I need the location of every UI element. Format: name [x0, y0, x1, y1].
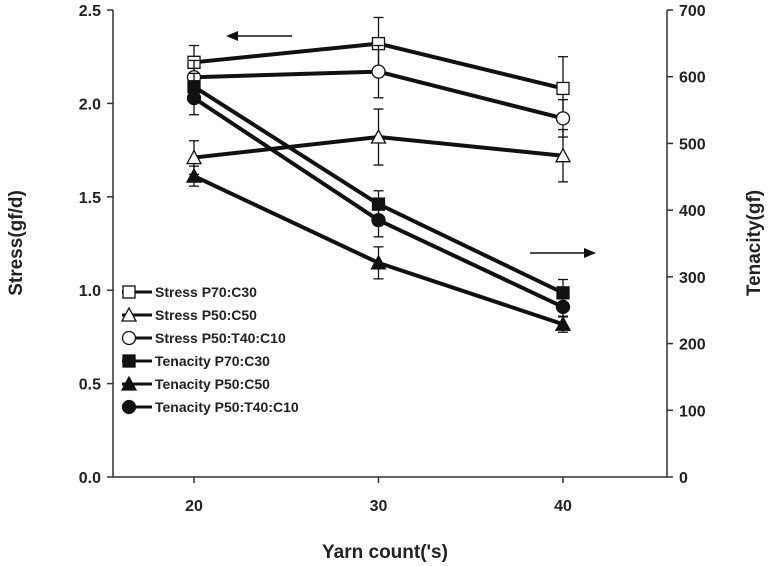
legend-item: Stress P50:T40:C10 [121, 330, 286, 346]
legend-marker [120, 375, 138, 391]
data-point [555, 111, 571, 126]
y2-tick-label: 400 [679, 203, 706, 220]
data-point [186, 90, 202, 106]
y-axis-label: Stress(gf/d) [6, 190, 27, 296]
arrow-right-head-icon [584, 248, 596, 258]
legend-label: Tenacity P70:C30 [155, 353, 270, 369]
data-point [554, 147, 572, 163]
legend-label: Stress P70:C30 [155, 284, 257, 300]
y-tick-label: 2.5 [79, 3, 101, 20]
data-point [555, 299, 571, 315]
y2-axis-label: Tenacity(gf) [744, 190, 765, 296]
series-1 [185, 108, 572, 183]
legend-item: Tenacity P50:C50 [120, 375, 270, 392]
y2-tick-label: 500 [679, 136, 706, 153]
y-tick-label: 0.0 [79, 470, 101, 487]
legend-item: Tenacity P50:T40:C10 [121, 399, 299, 415]
data-point [185, 149, 203, 165]
legend-item: Stress P50:C50 [120, 306, 257, 323]
x-axis-label: Yarn count('s) [322, 542, 448, 563]
y2-tick-label: 700 [679, 3, 706, 20]
legend-marker [121, 330, 137, 346]
data-point [185, 167, 203, 183]
y2-tick-label: 300 [679, 270, 706, 287]
legend-item: Stress P70:C30 [122, 284, 257, 300]
series-5 [186, 80, 571, 318]
x-tick-label: 40 [554, 498, 572, 515]
x-tick-label: 30 [370, 498, 388, 515]
legend-label: Tenacity P50:T40:C10 [155, 399, 299, 415]
legend-label: Tenacity P50:C50 [155, 376, 270, 392]
x-tick-label: 20 [185, 498, 203, 515]
y-tick-label: 2.0 [79, 96, 101, 113]
legend-marker [121, 399, 137, 415]
legend-label: Stress P50:C50 [155, 307, 257, 323]
data-point [371, 64, 386, 79]
y-tick-label: 1.0 [79, 283, 101, 300]
y2-tick-label: 100 [679, 403, 706, 420]
legend-label: Stress P50:T40:C10 [155, 330, 286, 346]
legend-item: Tenacity P70:C30 [122, 353, 270, 369]
data-point [370, 254, 387, 270]
data-point [370, 128, 387, 144]
arrow-left-head-icon [226, 31, 238, 41]
y2-tick-label: 600 [679, 70, 706, 87]
legend-marker [122, 354, 136, 368]
y-tick-label: 0.5 [79, 377, 101, 394]
legend-marker [120, 306, 138, 322]
legend-marker [122, 285, 136, 299]
y2-tick-label: 0 [679, 470, 688, 487]
data-point [554, 315, 572, 331]
data-point [371, 212, 386, 228]
series-4 [185, 165, 572, 333]
data-point [556, 81, 570, 96]
y-tick-label: 1.5 [79, 190, 101, 207]
y2-tick-label: 200 [679, 337, 706, 354]
